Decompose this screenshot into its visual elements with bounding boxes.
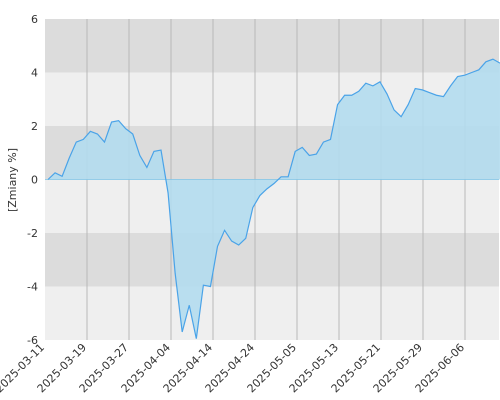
background-band xyxy=(45,286,499,340)
background-band xyxy=(45,233,499,287)
plot-area xyxy=(45,58,500,339)
background-band xyxy=(45,179,499,233)
y-tick-label: -4 xyxy=(27,281,38,294)
y-tick-label: -6 xyxy=(27,334,38,347)
x-axis-ticks: 2025-03-112025-03-192025-03-272025-04-04… xyxy=(0,341,467,395)
y-tick-label: 4 xyxy=(31,67,38,80)
y-axis-ticks: -6 -4 -2 0 2 4 6 xyxy=(27,13,38,347)
y-tick-label: 2 xyxy=(31,120,38,133)
y-tick-label: -2 xyxy=(27,227,38,240)
y-tick-label: 6 xyxy=(31,13,38,26)
background-band xyxy=(45,19,499,73)
y-tick-label: 0 xyxy=(31,174,38,187)
series-area xyxy=(48,59,500,339)
series-line xyxy=(47,58,500,339)
y-axis-label: [Zmiany %] xyxy=(6,148,19,212)
